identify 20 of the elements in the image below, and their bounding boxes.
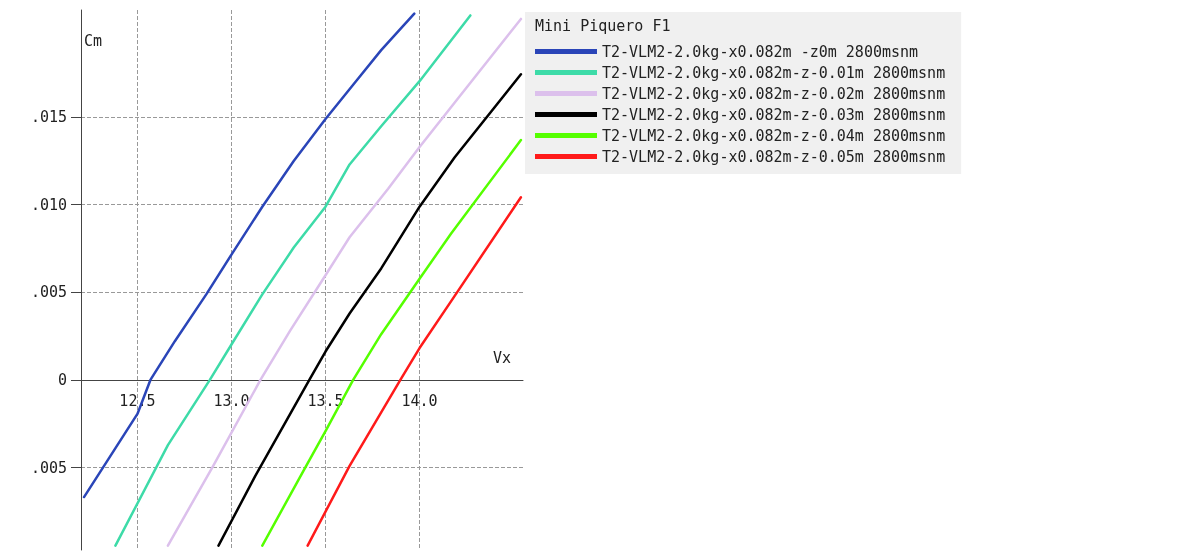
line-series bbox=[306, 196, 523, 547]
line-series bbox=[114, 14, 472, 547]
y-tick-label: .005 bbox=[30, 458, 67, 477]
legend-title: Mini Piquero F1 bbox=[535, 16, 671, 35]
y-tick-label: .015 bbox=[30, 107, 67, 126]
y-axis-title: Cm bbox=[84, 31, 103, 50]
legend-label: T2-VLM2-2.0kg-x0.082m-z-0.05m 2800msnm bbox=[602, 147, 946, 166]
y-tick-label: .005 bbox=[30, 283, 67, 302]
legend-label: T2-VLM2-2.0kg-x0.082m-z-0.02m 2800msnm bbox=[602, 84, 946, 103]
legend-label: T2-VLM2-2.0kg-x0.082m -z0m 2800msnm bbox=[602, 42, 919, 61]
line-series bbox=[217, 73, 523, 547]
y-tick-label: .010 bbox=[30, 195, 67, 214]
y-tick-label: 0 bbox=[57, 370, 67, 389]
x-axis-title: Vx bbox=[493, 349, 512, 368]
legend-label: T2-VLM2-2.0kg-x0.082m-z-0.04m 2800msnm bbox=[602, 126, 946, 145]
x-tick-label: 14.0 bbox=[401, 392, 438, 411]
legend-label: T2-VLM2-2.0kg-x0.082m-z-0.01m 2800msnm bbox=[602, 63, 946, 82]
legend-label: T2-VLM2-2.0kg-x0.082m-z-0.03m 2800msnm bbox=[602, 105, 946, 124]
line-series bbox=[166, 17, 523, 547]
line-series bbox=[261, 138, 523, 547]
